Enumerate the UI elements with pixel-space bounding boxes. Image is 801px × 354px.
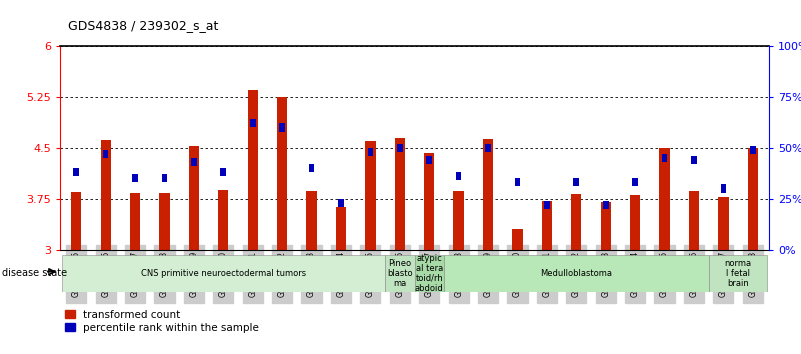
Bar — [632, 178, 638, 187]
Text: Medulloblastoma: Medulloblastoma — [541, 269, 612, 278]
Bar — [277, 97, 288, 250]
FancyBboxPatch shape — [385, 255, 415, 292]
Bar — [689, 190, 699, 250]
Bar — [220, 168, 226, 176]
Bar — [395, 138, 405, 250]
FancyBboxPatch shape — [415, 255, 444, 292]
Bar — [571, 194, 582, 250]
Bar — [218, 190, 228, 250]
Text: CNS primitive neuroectodermal tumors: CNS primitive neuroectodermal tumors — [141, 269, 306, 278]
Bar — [250, 119, 256, 127]
Bar — [718, 197, 729, 250]
Bar — [514, 178, 521, 187]
Bar — [336, 207, 346, 250]
Bar — [544, 201, 549, 209]
Text: disease state: disease state — [2, 268, 66, 279]
Bar — [74, 168, 79, 176]
FancyBboxPatch shape — [62, 255, 385, 292]
Bar — [541, 201, 552, 250]
Bar — [574, 178, 579, 187]
Bar — [307, 190, 316, 250]
Bar — [308, 164, 315, 172]
Bar — [159, 193, 170, 250]
Text: norma
l fetal
brain: norma l fetal brain — [725, 259, 751, 288]
Bar — [191, 158, 197, 166]
Bar — [103, 150, 108, 158]
Bar — [603, 201, 609, 209]
Bar — [721, 184, 727, 193]
Bar — [368, 148, 373, 156]
Bar — [424, 153, 434, 250]
Legend: transformed count, percentile rank within the sample: transformed count, percentile rank withi… — [66, 310, 259, 333]
Bar — [747, 148, 758, 250]
Bar — [130, 193, 140, 250]
Bar — [630, 195, 640, 250]
Bar — [100, 140, 111, 250]
Bar — [485, 144, 491, 152]
Text: GDS4838 / 239302_s_at: GDS4838 / 239302_s_at — [68, 19, 219, 32]
Bar — [162, 174, 167, 182]
Bar — [750, 146, 755, 154]
Bar — [453, 191, 464, 250]
Bar — [691, 156, 697, 164]
Bar — [338, 199, 344, 207]
FancyBboxPatch shape — [709, 255, 767, 292]
Bar — [513, 229, 522, 250]
Bar — [456, 172, 461, 181]
Bar — [601, 202, 611, 250]
Bar — [71, 192, 82, 250]
Bar — [132, 174, 138, 182]
Bar — [659, 148, 670, 250]
FancyBboxPatch shape — [444, 255, 709, 292]
Text: Pineo
blasto
ma: Pineo blasto ma — [387, 259, 413, 288]
Bar — [426, 156, 432, 164]
Bar — [280, 124, 285, 132]
Bar — [397, 144, 403, 152]
Bar — [662, 154, 667, 162]
Bar — [365, 141, 376, 250]
Text: atypic
al tera
toid/rh
abdoid: atypic al tera toid/rh abdoid — [415, 255, 444, 292]
Bar — [248, 90, 258, 250]
Bar — [189, 147, 199, 250]
Bar — [483, 139, 493, 250]
